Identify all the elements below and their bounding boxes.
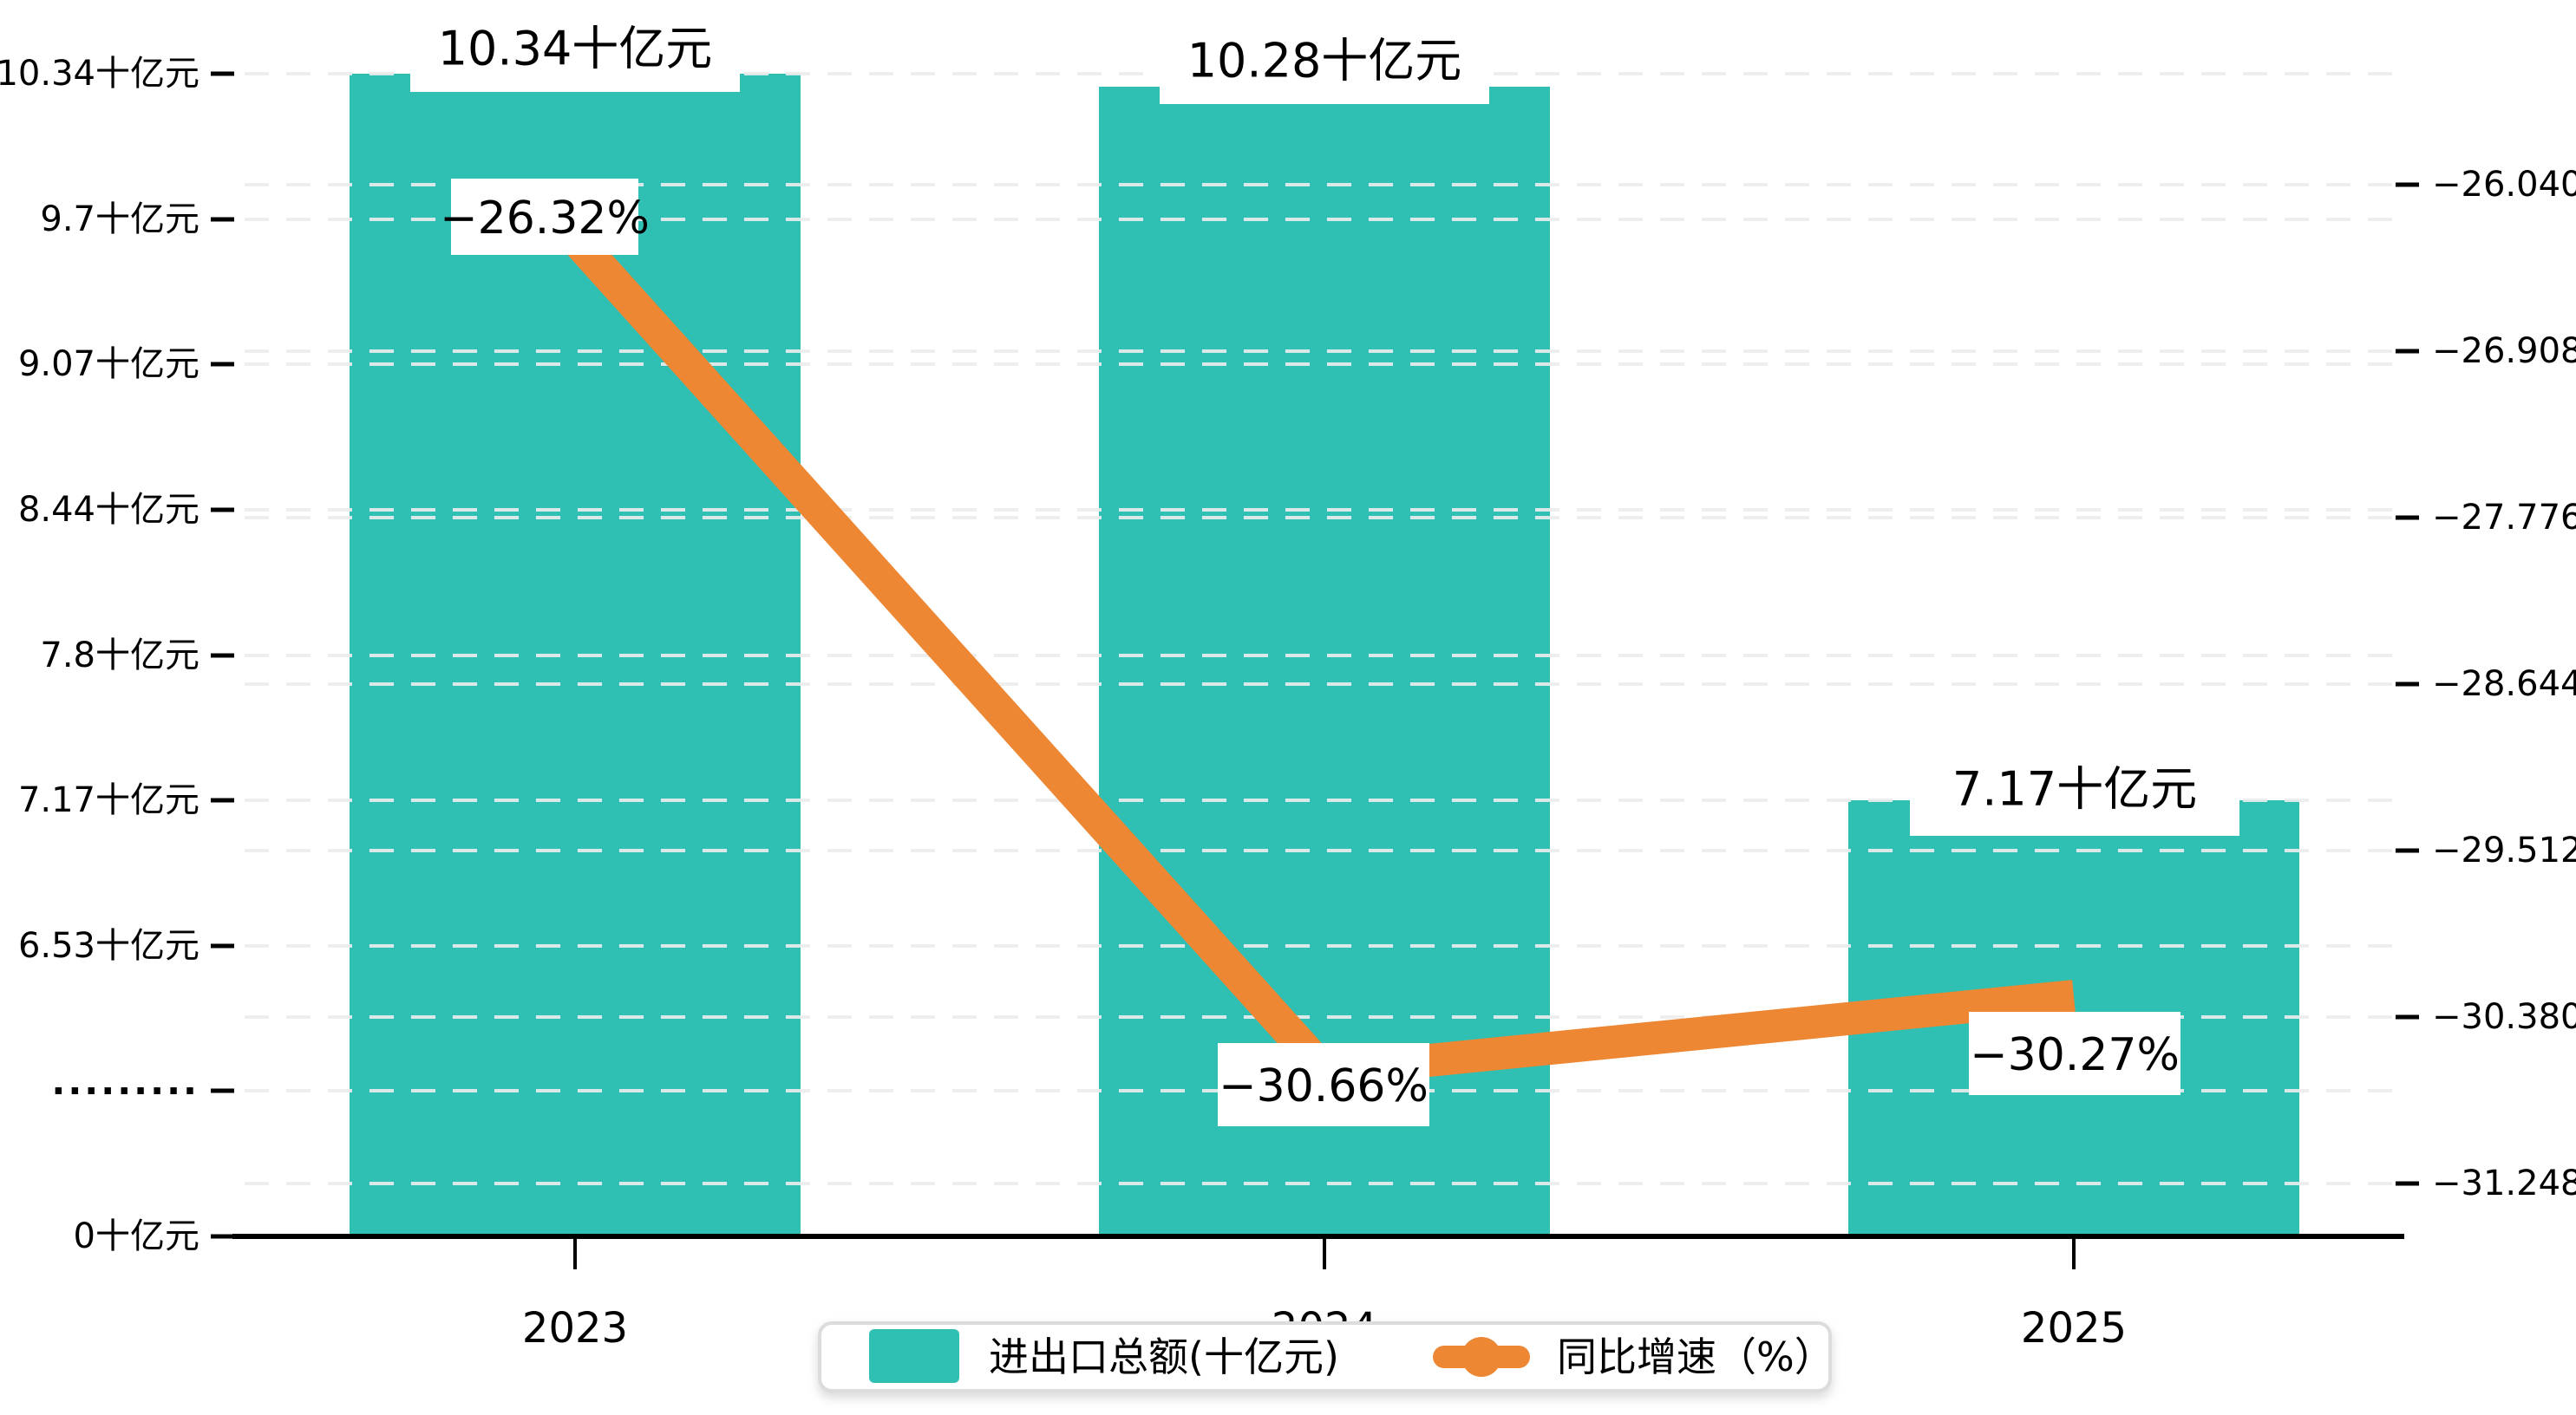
bar-value-labels: 10.34十亿元 10.28十亿元 7.17十亿元 <box>410 0 2239 836</box>
x-axis-label-2023: 2023 <box>522 1304 628 1353</box>
y-right-label-26908: −26.908 <box>2432 331 2576 371</box>
legend: 进出口总额(十亿元) 同比增速（%） <box>818 1321 1834 1392</box>
y-left-label-844: 8.44十亿元 <box>18 490 199 530</box>
y-left-label-1034: 10.34十亿元 <box>0 54 199 94</box>
growth-label-2024: −30.66% <box>1219 1060 1429 1112</box>
bar-value-label-2023: 10.34十亿元 <box>438 22 713 76</box>
x-axis-label-2025: 2025 <box>2021 1304 2127 1353</box>
legend-line-label: 同比增速（%） <box>1557 1333 1834 1380</box>
y-axis-left-labels: 0十亿元 ········· 6.53十亿元 7.17十亿元 7.8十亿元 8.… <box>0 54 199 1256</box>
y-right-label-27776: −27.776 <box>2432 498 2576 538</box>
x-axis <box>232 1234 2404 1269</box>
y-left-label-717: 7.17十亿元 <box>18 780 199 820</box>
growth-line-labels: −26.32% −30.66% −30.27% <box>440 179 2180 1126</box>
y-right-label-28644: −28.644 <box>2432 664 2576 704</box>
y-left-label-78: 7.8十亿元 <box>40 636 199 675</box>
y-right-label-30380: −30.380 <box>2432 997 2576 1037</box>
growth-label-bg-2024 <box>1218 1043 1429 1126</box>
y-axis-right-labels: −26.040 −26.908 −27.776 −28.644 −29.512 … <box>2432 165 2576 1203</box>
legend-bar-swatch-icon <box>869 1329 959 1383</box>
bar-value-label-2024: 10.28十亿元 <box>1187 34 1462 88</box>
bar-value-bg-2025 <box>1910 739 2239 836</box>
y-left-label-907: 9.07十亿元 <box>18 344 199 384</box>
y-right-label-26040: −26.040 <box>2432 165 2576 205</box>
bar-value-label-2025: 7.17十亿元 <box>1952 762 2197 817</box>
legend-line-dot-icon <box>1461 1337 1501 1377</box>
growth-label-bg-2025 <box>1969 1012 2180 1095</box>
legend-bar-label: 进出口总额(十亿元) <box>989 1333 1339 1380</box>
y-axis-right-ticks <box>2396 182 2419 1186</box>
bar-value-bg-2023 <box>410 0 740 92</box>
y-axis-left-ticks <box>211 71 234 1239</box>
growth-label-2023: −26.32% <box>440 192 650 245</box>
bar-value-bg-2024 <box>1160 12 1489 104</box>
legend-item-line-series[interactable]: 同比增速（%） <box>1433 1333 1834 1380</box>
legend-item-bar-series[interactable]: 进出口总额(十亿元) <box>869 1329 1339 1383</box>
y-right-label-31248: −31.248 <box>2432 1164 2576 1203</box>
y-left-label-97: 9.7十亿元 <box>40 199 199 239</box>
legend-box <box>818 1321 1832 1392</box>
y-left-label-break: ········· <box>51 1070 199 1112</box>
growth-label-2025: −30.27% <box>1970 1029 2180 1081</box>
y-right-label-29512: −29.512 <box>2432 831 2576 871</box>
y-left-label-653: 6.53十亿元 <box>18 926 199 966</box>
growth-label-bg-2023 <box>451 179 638 255</box>
y-left-label-0: 0十亿元 <box>74 1216 199 1256</box>
